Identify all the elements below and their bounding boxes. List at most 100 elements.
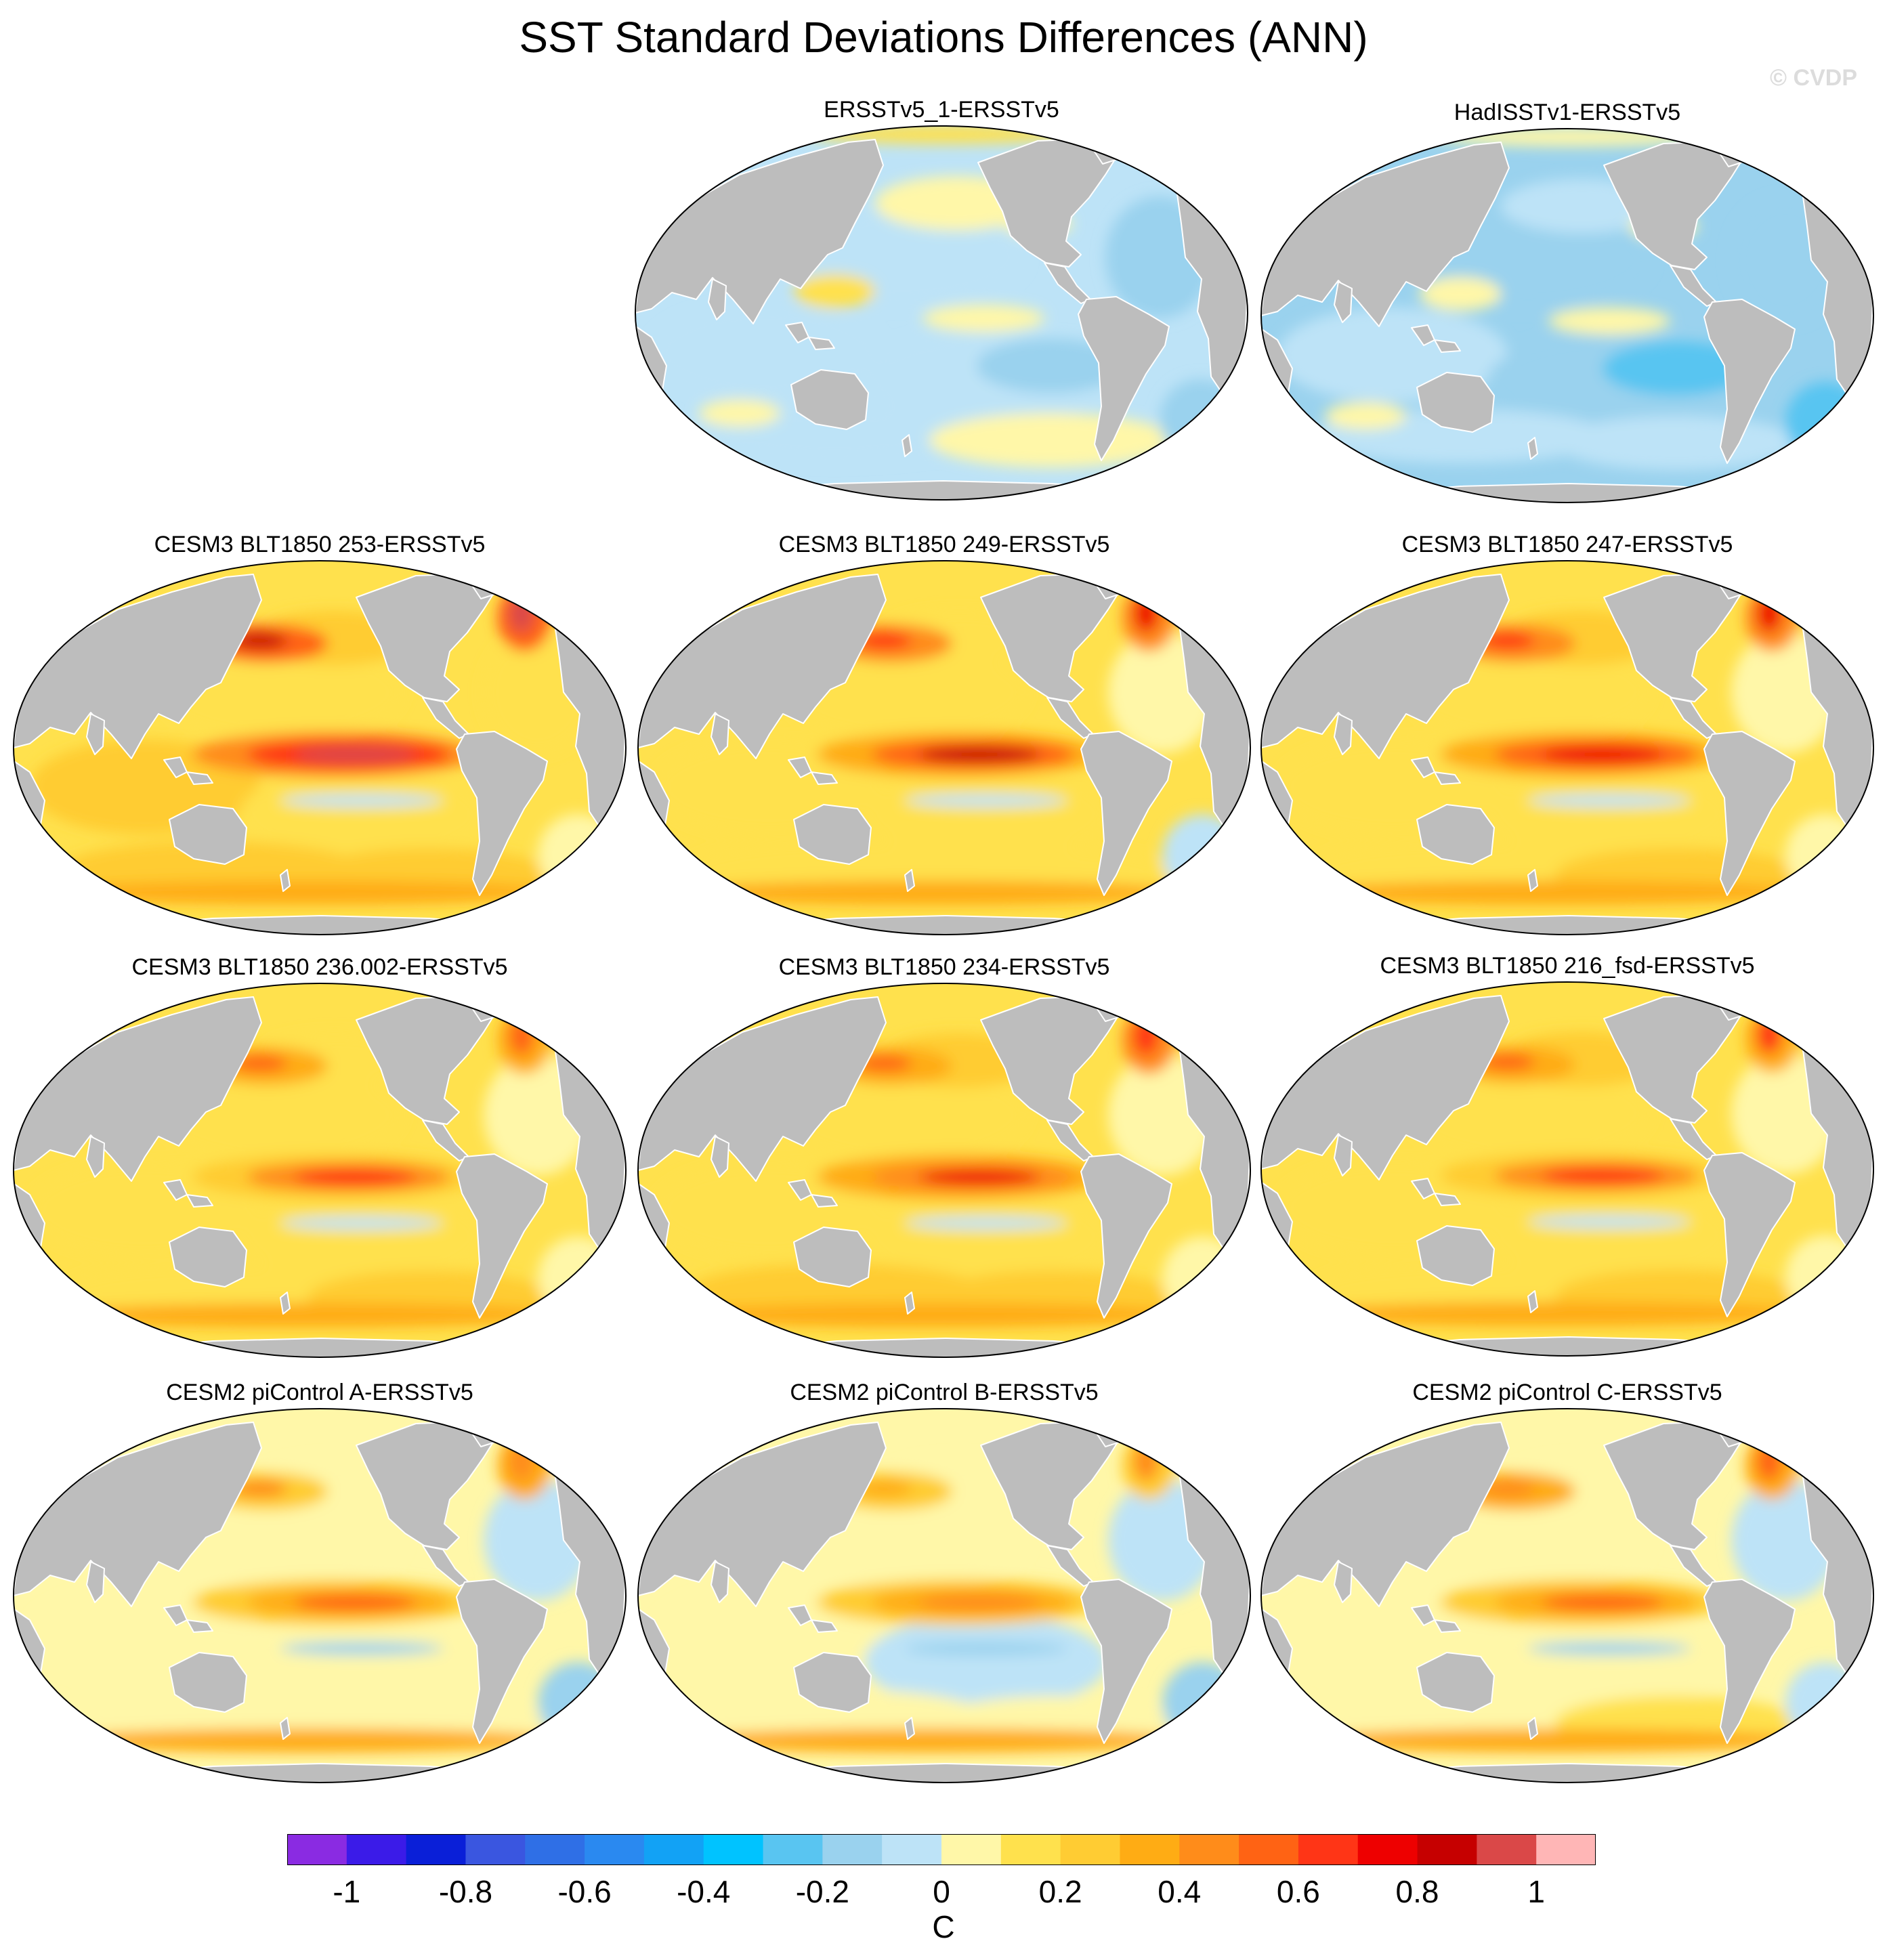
landmass bbox=[811, 1619, 838, 1633]
anomaly-region bbox=[1757, 595, 1781, 633]
landmass bbox=[790, 369, 869, 430]
landmass bbox=[811, 1194, 838, 1208]
colorbar-bin bbox=[763, 1834, 823, 1865]
world-map bbox=[12, 1408, 627, 1783]
map-panel: CESM2 piControl A-ERSSTv5 bbox=[9, 1379, 630, 1785]
colorbar-tick-label: -0.8 bbox=[438, 1874, 493, 1909]
map-panel: CESM2 piControl C-ERSSTv5 bbox=[1257, 1379, 1878, 1785]
landmass bbox=[793, 804, 872, 865]
colorbar-bin bbox=[585, 1834, 645, 1865]
anomaly-region bbox=[1134, 1017, 1158, 1055]
anomaly-field bbox=[654, 584, 1244, 905]
colorbar-bin bbox=[882, 1834, 942, 1865]
landmass bbox=[1334, 713, 1353, 755]
anomaly-region bbox=[1528, 794, 1691, 807]
world-map bbox=[1260, 1408, 1875, 1783]
panel-title: HadISSTv1-ERSSTv5 bbox=[1454, 100, 1681, 125]
colorbar-units-label: C bbox=[932, 1909, 955, 1944]
panel-title: CESM2 piControl C-ERSSTv5 bbox=[1412, 1380, 1722, 1405]
land-layer bbox=[1261, 1412, 1873, 1783]
map-border bbox=[634, 125, 1249, 500]
anomaly-region bbox=[233, 633, 287, 649]
colorbar-tick-label: -1 bbox=[333, 1874, 361, 1909]
anomaly-region bbox=[1548, 307, 1670, 335]
anomaly-region bbox=[240, 1189, 484, 1284]
map-panel: CESM2 piControl B-ERSSTv5 bbox=[634, 1379, 1254, 1785]
anomaly-region bbox=[857, 1055, 912, 1071]
anomaly-region bbox=[1298, 1728, 1812, 1753]
world-map bbox=[1260, 981, 1875, 1357]
anomaly-region bbox=[905, 794, 1067, 807]
panel-title: CESM2 piControl A-ERSSTv5 bbox=[166, 1380, 473, 1405]
panel-title: CESM3 BLT1850 234-ERSSTv5 bbox=[778, 954, 1110, 980]
landmass bbox=[169, 1652, 247, 1713]
landmass bbox=[86, 1136, 105, 1178]
landmass bbox=[1416, 1225, 1495, 1286]
anomaly-region bbox=[294, 746, 416, 763]
landmass bbox=[104, 1338, 538, 1357]
landmass bbox=[638, 1422, 887, 1607]
map-body bbox=[638, 1409, 1250, 1783]
anomaly-region bbox=[1487, 1615, 1731, 1709]
anomaly-region bbox=[1134, 1443, 1158, 1480]
anomaly-region bbox=[1160, 379, 1241, 461]
anomaly-region bbox=[905, 1216, 1067, 1230]
landmass bbox=[1334, 1561, 1353, 1603]
landmass bbox=[902, 434, 912, 457]
anomaly-region bbox=[1555, 416, 1799, 470]
landmass bbox=[1261, 142, 1510, 327]
landmass bbox=[14, 574, 262, 759]
colorbar-tick-label: 0.6 bbox=[1276, 1874, 1320, 1909]
anomaly-region bbox=[509, 595, 534, 633]
world-map bbox=[637, 983, 1252, 1358]
anomaly-region bbox=[294, 1169, 416, 1185]
anomaly-region bbox=[233, 1055, 287, 1071]
anomaly-region bbox=[50, 880, 565, 905]
landmass bbox=[635, 139, 884, 324]
anomaly-region bbox=[675, 1728, 1189, 1753]
anomaly-region bbox=[50, 1303, 565, 1327]
colorbar-tick-label: 0.8 bbox=[1395, 1874, 1439, 1909]
landmass bbox=[186, 771, 213, 785]
map-panel: CESM3 BLT1850 247-ERSSTv5 bbox=[1257, 531, 1878, 937]
colorbar-bin bbox=[406, 1834, 467, 1865]
landmass bbox=[708, 278, 727, 320]
anomaly-region bbox=[1162, 1237, 1244, 1318]
colorbar-bin bbox=[1298, 1834, 1359, 1865]
anomaly-region bbox=[1162, 814, 1244, 895]
landmass bbox=[638, 574, 887, 759]
landmass bbox=[904, 869, 915, 892]
colorbar-frame bbox=[287, 1834, 1596, 1865]
map-panel: CESM3 BLT1850 249-ERSSTv5 bbox=[634, 531, 1254, 937]
landmass bbox=[1351, 483, 1786, 503]
anomaly-region bbox=[675, 880, 1189, 905]
anomaly-region bbox=[918, 1169, 1040, 1185]
landmass bbox=[1334, 1134, 1353, 1176]
colorbar-tick-label: -0.6 bbox=[557, 1874, 612, 1909]
anomaly-region bbox=[538, 1237, 619, 1318]
anomaly-region bbox=[1542, 1168, 1663, 1184]
landmass bbox=[1527, 437, 1538, 460]
anomaly-region bbox=[1757, 1443, 1781, 1480]
anomaly-region bbox=[1481, 1054, 1535, 1070]
anomaly-region bbox=[864, 767, 1108, 861]
map-body bbox=[1261, 982, 1873, 1356]
anomaly-region bbox=[905, 1642, 1067, 1655]
anomaly-region bbox=[538, 814, 619, 895]
landmass bbox=[186, 1619, 213, 1633]
colorbar-bin bbox=[643, 1834, 704, 1865]
colorbar-tick-label: -0.2 bbox=[795, 1874, 849, 1909]
colorbar-bin bbox=[1060, 1834, 1121, 1865]
landmass bbox=[280, 869, 291, 892]
anomaly-region bbox=[538, 1662, 619, 1743]
landmass bbox=[808, 337, 835, 350]
anomaly-region bbox=[1785, 814, 1867, 895]
landmass bbox=[1703, 299, 1796, 464]
anomaly-region bbox=[1487, 767, 1731, 861]
anomaly-region bbox=[240, 767, 484, 861]
landmass bbox=[1416, 1652, 1495, 1713]
anomaly-region bbox=[857, 1480, 912, 1497]
world-map bbox=[12, 983, 627, 1358]
anomaly-region bbox=[1542, 746, 1663, 763]
panel-title: CESM3 BLT1850 216_fsd-ERSSTv5 bbox=[1380, 953, 1755, 979]
